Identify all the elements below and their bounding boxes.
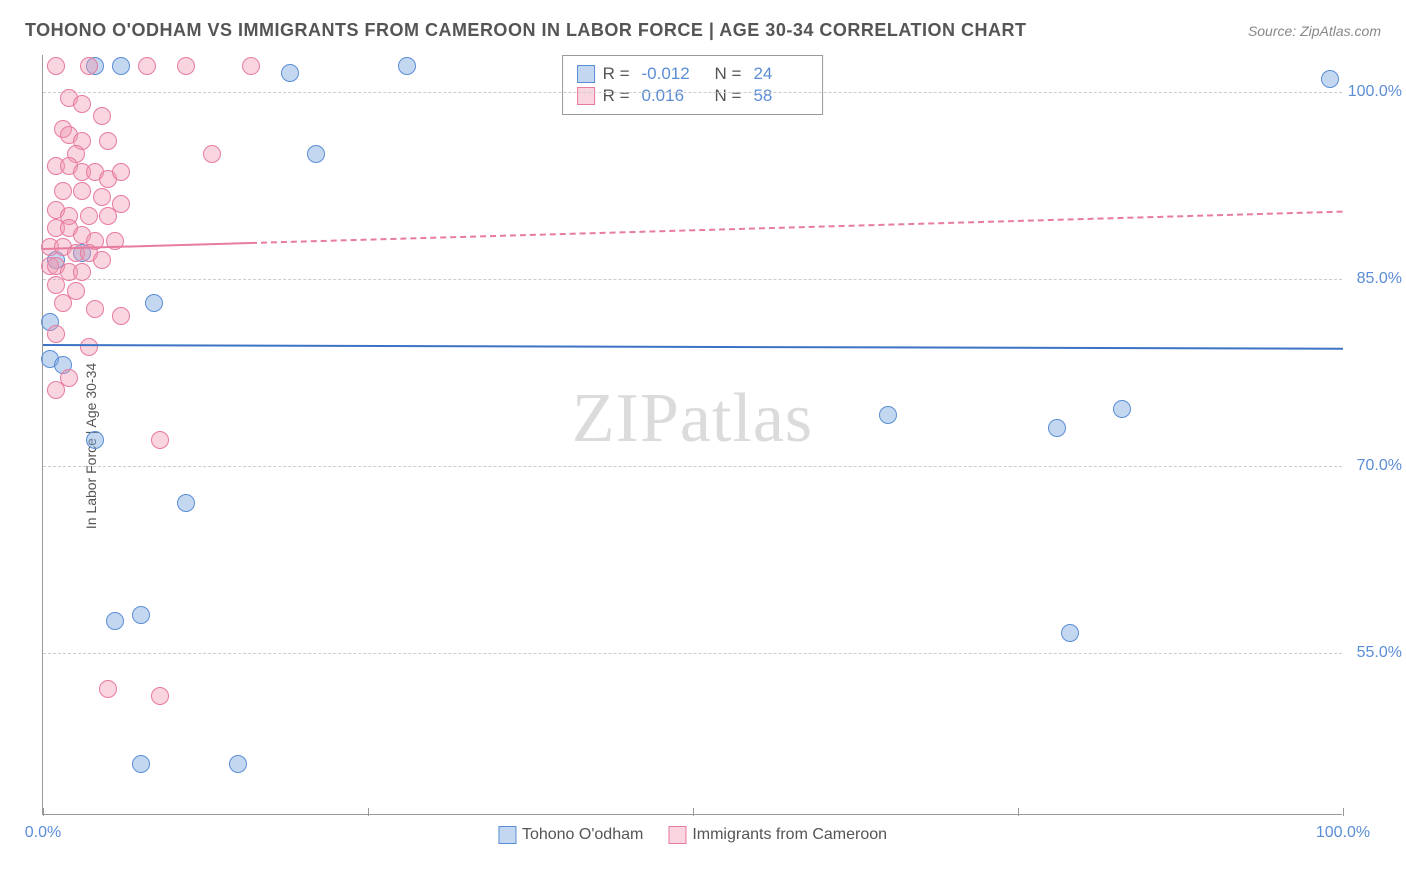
x-tick [1018,808,1019,816]
data-point [93,251,111,269]
data-point [132,606,150,624]
legend-swatch [577,87,595,105]
y-tick-label: 55.0% [1357,644,1402,662]
data-point [73,95,91,113]
data-point [177,494,195,512]
data-point [398,57,416,75]
legend-r-value: -0.012 [642,64,697,84]
data-point [47,325,65,343]
trend-line [43,242,251,250]
data-point [242,57,260,75]
legend-n-label: N = [715,86,742,106]
data-point [47,276,65,294]
series-legend: Tohono O'odham Immigrants from Cameroon [498,826,887,844]
legend-item: Tohono O'odham [498,826,643,844]
data-point [93,188,111,206]
data-point [151,687,169,705]
legend-swatch [668,826,686,844]
y-tick-label: 85.0% [1357,270,1402,288]
source-label: Source: ZipAtlas.com [1248,23,1381,39]
data-point [47,381,65,399]
data-point [54,182,72,200]
x-tick [693,808,694,816]
legend-swatch [577,65,595,83]
data-point [145,294,163,312]
data-point [73,182,91,200]
legend-swatch [498,826,516,844]
data-point [112,57,130,75]
correlation-legend: R = -0.012 N = 24 R = 0.016 N = 58 [562,55,824,115]
gridline [43,279,1342,280]
data-point [177,57,195,75]
legend-label: Immigrants from Cameroon [692,826,887,844]
data-point [229,755,247,773]
watermark: ZIPatlas [572,379,813,459]
data-point [80,338,98,356]
data-point [879,406,897,424]
data-point [93,107,111,125]
data-point [151,431,169,449]
data-point [1061,624,1079,642]
data-point [80,207,98,225]
trend-line [43,344,1343,350]
x-tick [1343,808,1344,816]
data-point [47,57,65,75]
x-tick [368,808,369,816]
data-point [1113,400,1131,418]
data-point [99,132,117,150]
page-title: TOHONO O'ODHAM VS IMMIGRANTS FROM CAMERO… [25,20,1027,41]
x-tick-label: 100.0% [1316,824,1370,842]
data-point [132,755,150,773]
legend-row: R = -0.012 N = 24 [577,64,809,84]
data-point [281,64,299,82]
y-tick-label: 100.0% [1348,83,1402,101]
data-point [86,300,104,318]
data-point [112,307,130,325]
data-point [54,294,72,312]
data-point [99,680,117,698]
x-tick [43,808,44,816]
watermark-zip: ZIP [572,380,680,457]
legend-n-value: 24 [753,64,808,84]
legend-item: Immigrants from Cameroon [668,826,887,844]
data-point [99,207,117,225]
gridline [43,653,1342,654]
legend-r-label: R = [603,86,630,106]
data-point [138,57,156,75]
data-point [1048,419,1066,437]
data-point [203,145,221,163]
watermark-atlas: atlas [680,380,813,457]
data-point [307,145,325,163]
legend-row: R = 0.016 N = 58 [577,86,809,106]
data-point [73,263,91,281]
data-point [106,612,124,630]
legend-label: Tohono O'odham [522,826,643,844]
legend-n-label: N = [715,64,742,84]
x-tick-label: 0.0% [25,824,61,842]
y-tick-label: 70.0% [1357,457,1402,475]
scatter-plot: ZIPatlas R =-0.012N =24R =0.016N =58 Toh… [42,55,1342,815]
data-point [112,163,130,181]
trend-line [251,211,1343,244]
gridline [43,466,1342,467]
legend-r-value: 0.016 [642,86,697,106]
data-point [1321,70,1339,88]
legend-n-value: 58 [753,86,808,106]
legend-r-label: R = [603,64,630,84]
data-point [80,57,98,75]
data-point [86,431,104,449]
gridline [43,92,1342,93]
